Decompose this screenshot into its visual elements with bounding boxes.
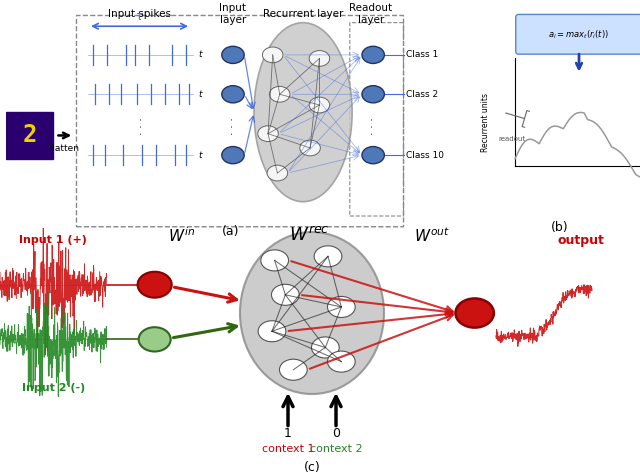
Circle shape bbox=[138, 272, 172, 298]
Text: $a_i = max_t(r_i(t))$: $a_i = max_t(r_i(t))$ bbox=[548, 28, 609, 41]
Circle shape bbox=[222, 147, 244, 164]
Text: Input 1 (+): Input 1 (+) bbox=[19, 235, 87, 245]
Circle shape bbox=[300, 140, 321, 156]
Circle shape bbox=[262, 47, 283, 63]
Text: $W^{rec}$: $W^{rec}$ bbox=[289, 227, 330, 246]
Circle shape bbox=[258, 321, 286, 342]
Circle shape bbox=[309, 50, 330, 67]
Text: 1: 1 bbox=[284, 427, 292, 440]
Text: flatten: flatten bbox=[50, 144, 80, 153]
Text: (b): (b) bbox=[551, 221, 569, 234]
Circle shape bbox=[309, 97, 330, 113]
Circle shape bbox=[139, 327, 171, 352]
Ellipse shape bbox=[240, 232, 384, 394]
Text: 0: 0 bbox=[332, 427, 340, 440]
Text: (a): (a) bbox=[222, 225, 239, 238]
Text: Readout
layer: Readout layer bbox=[349, 3, 392, 25]
Text: Recurrent layer: Recurrent layer bbox=[263, 9, 343, 19]
Circle shape bbox=[362, 46, 385, 64]
FancyBboxPatch shape bbox=[516, 14, 640, 54]
Text: · · ·: · · · bbox=[137, 117, 147, 135]
Text: output: output bbox=[558, 234, 605, 247]
Text: $W^{in}$: $W^{in}$ bbox=[168, 227, 195, 246]
Circle shape bbox=[267, 165, 287, 181]
Text: context 1: context 1 bbox=[262, 444, 314, 454]
Text: Input spikes: Input spikes bbox=[108, 9, 171, 19]
Ellipse shape bbox=[254, 23, 352, 202]
Circle shape bbox=[362, 86, 385, 103]
Circle shape bbox=[222, 86, 244, 103]
Text: t: t bbox=[198, 151, 202, 160]
Text: · · ·: · · · bbox=[368, 117, 378, 135]
Circle shape bbox=[271, 284, 300, 305]
Circle shape bbox=[280, 359, 307, 380]
Circle shape bbox=[261, 250, 289, 271]
Text: (c): (c) bbox=[303, 461, 321, 474]
Circle shape bbox=[314, 246, 342, 267]
Circle shape bbox=[328, 296, 355, 317]
Circle shape bbox=[312, 337, 339, 358]
Text: τ: τ bbox=[136, 10, 143, 23]
Text: t: t bbox=[198, 90, 202, 99]
Circle shape bbox=[362, 147, 385, 164]
Text: Class 2: Class 2 bbox=[406, 90, 438, 99]
Text: context 2: context 2 bbox=[310, 444, 362, 454]
Circle shape bbox=[269, 86, 290, 102]
Text: Class 1: Class 1 bbox=[406, 50, 438, 59]
Text: readout: readout bbox=[498, 136, 525, 142]
Circle shape bbox=[222, 46, 244, 64]
Text: Class 10: Class 10 bbox=[406, 151, 444, 160]
Circle shape bbox=[328, 351, 355, 372]
Circle shape bbox=[258, 126, 278, 142]
Text: 2: 2 bbox=[22, 124, 37, 147]
Text: Recurrent units: Recurrent units bbox=[481, 94, 490, 152]
Text: $W^{out}$: $W^{out}$ bbox=[414, 227, 450, 246]
Text: t: t bbox=[198, 50, 202, 59]
Circle shape bbox=[456, 298, 494, 328]
Text: Input
layer: Input layer bbox=[220, 3, 246, 25]
FancyBboxPatch shape bbox=[6, 112, 53, 159]
Text: Input 2 (-): Input 2 (-) bbox=[22, 383, 85, 393]
Text: · · ·: · · · bbox=[228, 117, 238, 135]
